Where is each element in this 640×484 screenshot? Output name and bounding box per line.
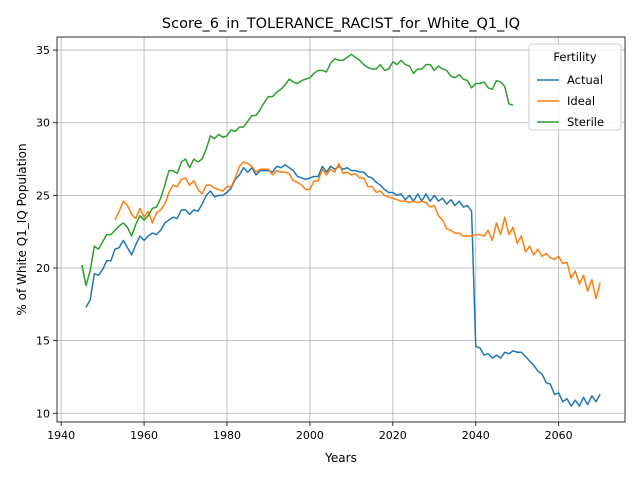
y-tick-label: 20 bbox=[36, 262, 50, 275]
legend-title: Fertility bbox=[553, 50, 596, 64]
x-axis-label: Years bbox=[324, 451, 357, 465]
legend-label-actual: Actual bbox=[567, 73, 603, 87]
legend: Fertility Actual Ideal Sterile bbox=[528, 43, 622, 131]
chart-title: Score_6_in_TOLERANCE_RACIST_for_White_Q1… bbox=[162, 16, 520, 32]
plot-area bbox=[56, 36, 626, 423]
y-tick-label: 30 bbox=[36, 117, 50, 130]
x-tick-label: 1940 bbox=[47, 429, 75, 442]
y-tick-label: 25 bbox=[36, 189, 50, 202]
legend-box bbox=[528, 43, 622, 131]
series-line-sterile bbox=[81, 53, 514, 287]
series-line-ideal bbox=[114, 161, 601, 300]
legend-label-ideal: Ideal bbox=[567, 94, 595, 108]
y-tick-label: 35 bbox=[36, 44, 50, 57]
y-tick-label: 15 bbox=[36, 335, 50, 348]
x-tick-label: 1980 bbox=[213, 429, 241, 442]
x-tick-label: 2040 bbox=[462, 429, 490, 442]
x-tick-label: 2060 bbox=[545, 429, 573, 442]
series-line-actual bbox=[85, 164, 601, 407]
x-tick-label: 1960 bbox=[130, 429, 158, 442]
x-tick-label: 2020 bbox=[379, 429, 407, 442]
y-axis-label: % of White Q1_IQ Population bbox=[15, 143, 29, 315]
y-tick-label: 10 bbox=[36, 407, 50, 420]
x-tick-label: 2000 bbox=[296, 429, 324, 442]
legend-label-sterile: Sterile bbox=[567, 115, 604, 129]
